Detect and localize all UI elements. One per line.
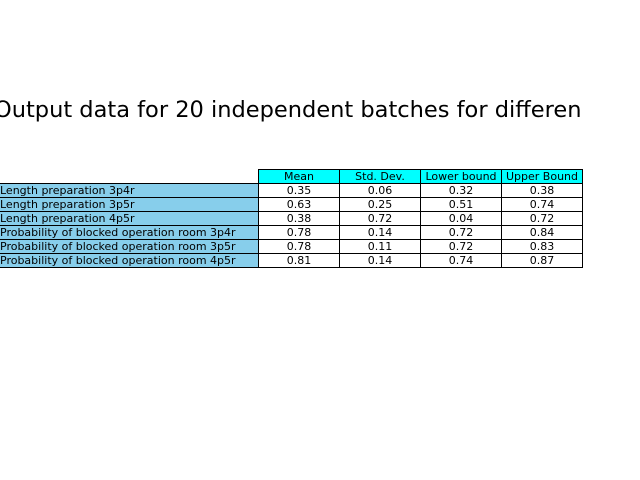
table-cell: 0.38 [258,211,340,226]
table-cell: 0.51 [420,197,502,212]
table-cell: 0.25 [339,197,421,212]
table-body: Length preparation 3p4r 0.35 0.06 0.32 0.38 L… [0,183,583,268]
table-cell: 0.14 [339,225,421,240]
table-cell: 0.38 [501,183,583,198]
table-cell: 0.63 [258,197,340,212]
table-row: Length preparation 4p5r 0.38 0.72 0.04 0.72 [0,211,583,226]
chart-title-text: Output data for 20 independent batches f… [0,97,582,123]
table-cell: 0.72 [501,211,583,226]
table-cell: 0.87 [501,253,583,268]
row-label: Length preparation 4p5r [0,211,259,226]
table-cell: 0.78 [258,239,340,254]
row-label: Probability of blocked operation room 4p… [0,253,259,268]
table-cell: 0.74 [501,197,583,212]
table-cell: 0.81 [258,253,340,268]
header-row: Mean Std. Dev. Lower bound Upper Bound [0,169,583,184]
column-header-mean: Mean [258,169,340,184]
table-row: Probability of blocked operation room 3p… [0,225,583,240]
table-cell: 0.83 [501,239,583,254]
table-row: Length preparation 3p5r 0.63 0.25 0.51 0.74 [0,197,583,212]
data-table: Mean Std. Dev. Lower bound Upper Bound L… [0,169,583,268]
chart-title: Output data for 20 independent batches f… [0,95,640,125]
table-cell: 0.04 [420,211,502,226]
column-header-std-dev: Std. Dev. [339,169,421,184]
table-cell: 0.35 [258,183,340,198]
row-label: Probability of blocked operation room 3p… [0,225,259,240]
table-cell: 0.74 [420,253,502,268]
table-cell: 0.32 [420,183,502,198]
row-label: Probability of blocked operation room 3p… [0,239,259,254]
table-cell: 0.14 [339,253,421,268]
column-header-upper-bound: Upper Bound [501,169,583,184]
table-row: Probability of blocked operation room 3p… [0,239,583,254]
table-cell: 0.06 [339,183,421,198]
row-label: Length preparation 3p4r [0,183,259,198]
table-row: Length preparation 3p4r 0.35 0.06 0.32 0.38 [0,183,583,198]
table-row: Probability of blocked operation room 4p… [0,253,583,268]
corner-cell [0,170,259,184]
table-cell: 0.11 [339,239,421,254]
table-cell: 0.84 [501,225,583,240]
column-header-lower-bound: Lower bound [420,169,502,184]
table-cell: 0.72 [420,225,502,240]
table-cell: 0.78 [258,225,340,240]
table-cell: 0.72 [339,211,421,226]
table-cell: 0.72 [420,239,502,254]
row-label: Length preparation 3p5r [0,197,259,212]
